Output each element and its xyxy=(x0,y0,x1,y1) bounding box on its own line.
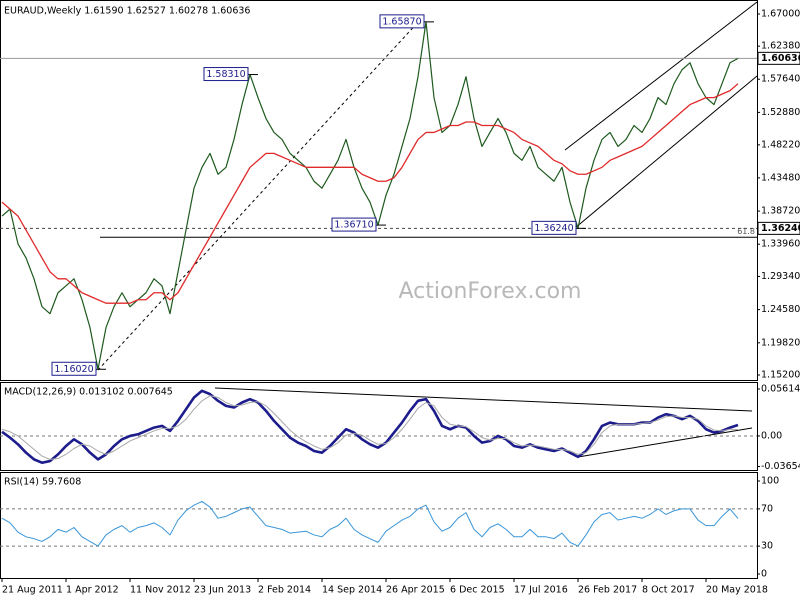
panel-frames xyxy=(0,0,758,579)
series-line xyxy=(1,83,739,304)
annotation-box xyxy=(203,67,249,82)
price-panel xyxy=(0,0,758,381)
y-tick-label: 1.57640 xyxy=(761,74,800,85)
x-tick-label: 11 Nov 2012 xyxy=(130,585,191,596)
y-tick-label: 1.19820 xyxy=(761,337,800,348)
annotation-label: 1.58310 xyxy=(206,69,245,80)
y-tick-label: 1.52880 xyxy=(761,107,800,118)
annotation-label: 1.16020 xyxy=(54,364,93,375)
current-price-label: 1.60636 xyxy=(761,53,800,64)
rsi-panel xyxy=(0,472,758,579)
trend-line xyxy=(97,19,421,371)
y-tick-label: 100 xyxy=(761,475,779,486)
annotation-box xyxy=(51,361,97,376)
series-line xyxy=(1,21,739,370)
y-tick-label: 1.38720 xyxy=(761,206,800,217)
panel-title: RSI(14) 59.7608 xyxy=(4,477,81,488)
current-price-box xyxy=(757,51,800,65)
support-box xyxy=(757,221,800,235)
x-tick-label: 21 Aug 2011 xyxy=(2,585,63,596)
y-tick-label: 70 xyxy=(761,503,773,514)
y-tick-label: 1.43480 xyxy=(761,172,800,183)
y-tick-label: 1.33960 xyxy=(761,239,800,250)
x-tick-label: 20 May 2018 xyxy=(706,585,768,596)
y-tick-label: 1.24580 xyxy=(761,304,800,315)
x-tick-label: 26 Feb 2017 xyxy=(578,585,637,596)
annotation-label: 1.36710 xyxy=(334,220,373,231)
annotation-box xyxy=(331,217,377,232)
x-tick-label: 26 Apr 2015 xyxy=(386,585,445,596)
y-tick-label: 30 xyxy=(761,541,773,552)
watermark: ActionForex.com xyxy=(399,279,582,304)
drawn-trendlines xyxy=(97,1,758,458)
annotation-label: 1.36240 xyxy=(534,223,573,234)
annotation-box xyxy=(531,220,577,235)
x-tick-label: 23 Jun 2013 xyxy=(194,585,251,596)
channel-upper xyxy=(564,1,758,151)
annotation-box xyxy=(379,14,425,29)
series-line xyxy=(1,395,739,460)
support-label: 1.36240 xyxy=(761,223,800,234)
series-line xyxy=(1,500,739,547)
panel-title: EURAUD,Weekly 1.61590 1.62527 1.60278 1.… xyxy=(4,6,250,17)
x-tick-label: 6 Dec 2015 xyxy=(450,585,505,596)
y-tick-label: 1.29340 xyxy=(761,271,800,282)
y-tick-label: -0.036548 xyxy=(761,461,800,472)
x-tick-label: 2 Feb 2014 xyxy=(258,585,311,596)
y-tick-label: 1.15200 xyxy=(761,369,800,380)
y-tick-label: 1.48220 xyxy=(761,139,800,150)
y-tick-label: 0.056148 xyxy=(761,383,800,394)
series-line xyxy=(1,389,739,465)
annotation-label: 1.65870 xyxy=(382,16,421,27)
x-tick-label: 14 Sep 2014 xyxy=(322,585,382,596)
x-tick-label: 1 Apr 2012 xyxy=(66,585,119,596)
macd-panel xyxy=(0,382,758,471)
y-tick-label: 1.67000 xyxy=(761,8,800,19)
channel-lower xyxy=(574,75,758,229)
y-tick-label: 0.00 xyxy=(761,430,782,441)
x-tick-label: 8 Oct 2017 xyxy=(642,585,695,596)
macd-trend-lower xyxy=(577,427,753,458)
x-tick-label: 17 Jul 2016 xyxy=(514,585,568,596)
macd-trend-upper xyxy=(214,387,753,412)
panel-title: MACD(12,26,9) 0.013102 0.007645 xyxy=(4,387,173,398)
y-tick-label: 1.62380 xyxy=(761,41,800,52)
fib-label: 61.8 xyxy=(737,227,755,236)
y-tick-label: 0 xyxy=(761,569,767,580)
